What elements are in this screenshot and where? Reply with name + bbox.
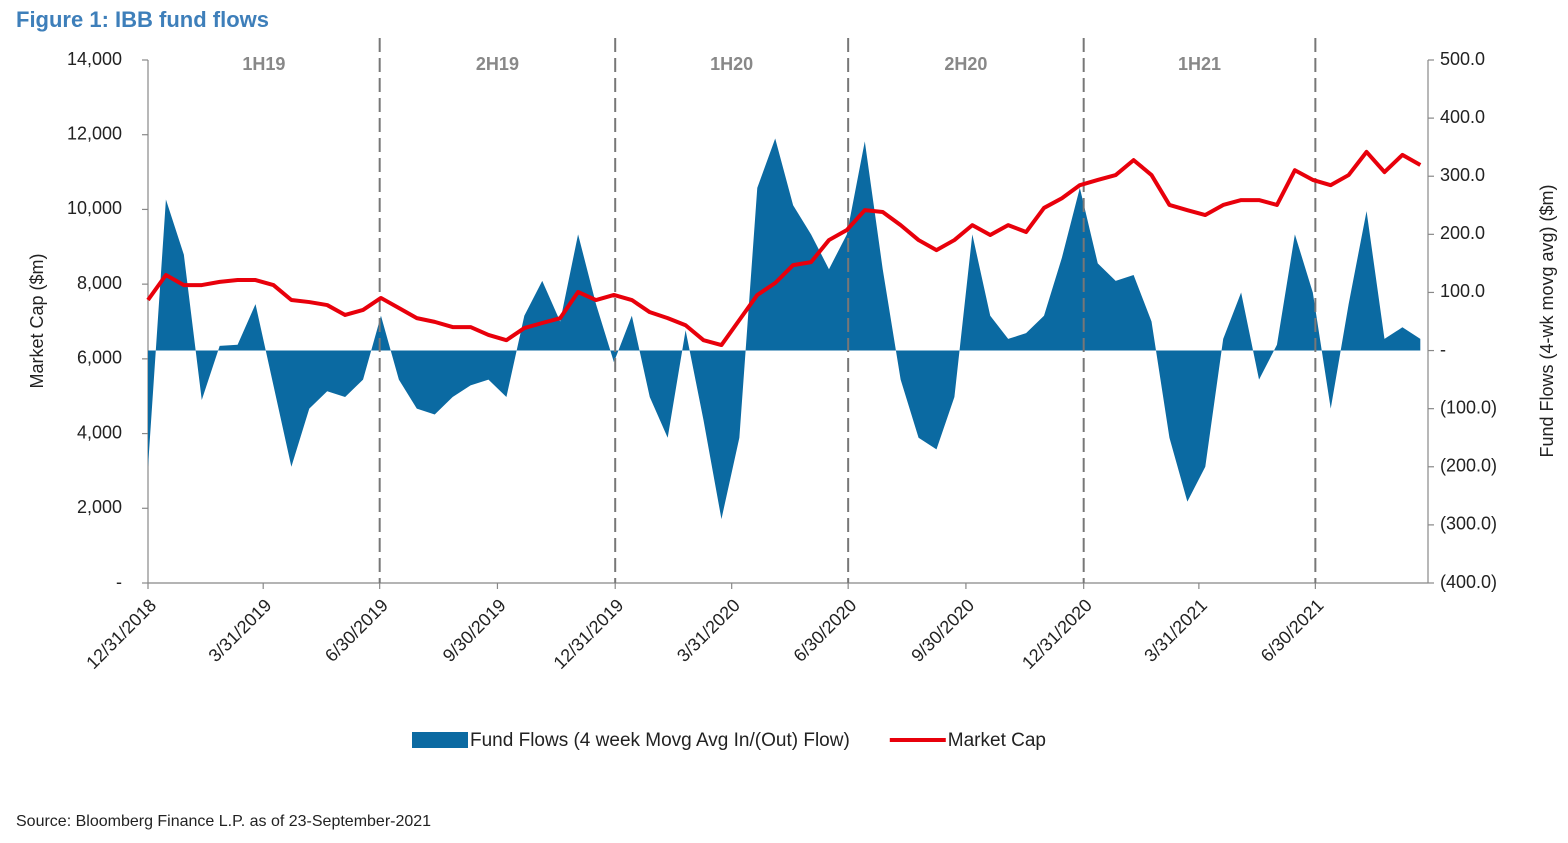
y-axis-label: Market Cap ($m) bbox=[27, 253, 47, 388]
period-label: 2H20 bbox=[944, 54, 987, 74]
flow-area bbox=[148, 138, 1421, 520]
period-label: 1H20 bbox=[710, 54, 753, 74]
legend-label: Fund Flows (4 week Movg Avg In/(Out) Flo… bbox=[470, 730, 850, 751]
x-tick-label: 3/31/2019 bbox=[205, 595, 276, 666]
x-tick-label: 9/30/2019 bbox=[439, 595, 510, 666]
y-tick-label: 10,000 bbox=[67, 198, 122, 218]
y2-tick-label: 100.0 bbox=[1440, 281, 1485, 301]
x-tick-label: 6/30/2020 bbox=[790, 595, 861, 666]
x-tick-label: 12/31/2018 bbox=[82, 595, 160, 673]
y2-tick-label: (100.0) bbox=[1440, 397, 1497, 417]
period-label: 1H21 bbox=[1178, 54, 1221, 74]
y-tick-label: 12,000 bbox=[67, 123, 122, 143]
y-tick-label: 14,000 bbox=[67, 49, 122, 69]
y-tick-label: 2,000 bbox=[77, 497, 122, 517]
x-tick-label: 9/30/2020 bbox=[907, 595, 978, 666]
y2-tick-label: 300.0 bbox=[1440, 165, 1485, 185]
y2-tick-label: (200.0) bbox=[1440, 456, 1497, 476]
legend-swatch bbox=[412, 732, 468, 748]
x-tick-label: 3/31/2020 bbox=[673, 595, 744, 666]
y2-tick-label: (400.0) bbox=[1440, 572, 1497, 592]
market-cap-line bbox=[146, 149, 1422, 348]
x-tick-label: 6/30/2019 bbox=[321, 595, 392, 666]
y-tick-label: 4,000 bbox=[77, 422, 122, 442]
x-tick-label: 3/31/2021 bbox=[1140, 595, 1211, 666]
y-tick-label: 8,000 bbox=[77, 273, 122, 293]
y2-tick-label: - bbox=[1440, 339, 1446, 359]
chart-title: Figure 1: IBB fund flows bbox=[16, 7, 269, 32]
legend-label: Market Cap bbox=[948, 730, 1046, 751]
y2-tick-label: 400.0 bbox=[1440, 107, 1485, 127]
x-tick-label: 12/31/2019 bbox=[550, 595, 628, 673]
y-tick-label: - bbox=[116, 572, 122, 592]
period-label: 1H19 bbox=[242, 54, 285, 74]
x-tick-label: 6/30/2021 bbox=[1257, 595, 1328, 666]
source-note: Source: Bloomberg Finance L.P. as of 23-… bbox=[16, 813, 431, 830]
y2-tick-label: 500.0 bbox=[1440, 49, 1485, 69]
y2-axis-label: Fund Flows (4-wk movg avg) ($m) bbox=[1537, 184, 1557, 457]
x-tick-label: 12/31/2020 bbox=[1018, 595, 1096, 673]
y-tick-label: 6,000 bbox=[77, 348, 122, 368]
y2-tick-label: (300.0) bbox=[1440, 514, 1497, 534]
period-label: 2H19 bbox=[476, 54, 519, 74]
y2-tick-label: 200.0 bbox=[1440, 223, 1485, 243]
